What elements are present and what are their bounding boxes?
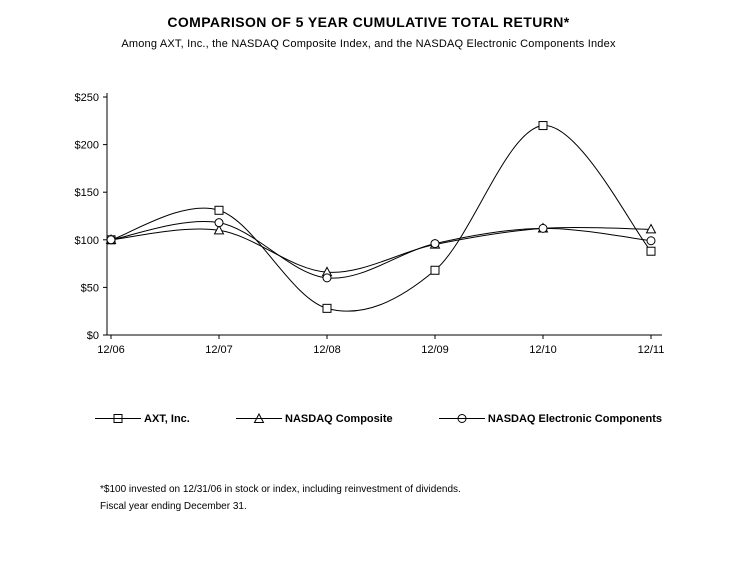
marker-square-2 [322, 303, 332, 313]
legend-marker-square-icon [95, 414, 141, 423]
legend-item-2: NASDAQ Electronic Components [438, 412, 662, 425]
marker-circle-2 [322, 273, 332, 283]
chart-footnotes: *$100 invested on 12/31/06 in stock or i… [100, 481, 461, 515]
series-line-2 [110, 221, 652, 279]
y-tick-label: $200 [75, 140, 99, 152]
chart-legend: AXT, Inc. NASDAQ Composite NASDAQ Electron… [95, 412, 662, 425]
footnote-line-1: *$100 invested on 12/31/06 in stock or i… [100, 484, 461, 495]
marker-circle-5 [646, 236, 656, 246]
legend-marker-circle-icon [438, 414, 485, 423]
y-tick-label: $0 [87, 330, 99, 342]
legend-label-2: NASDAQ Electronic Components [487, 412, 662, 425]
marker-triangle-5 [645, 223, 657, 234]
y-tick-label: $100 [75, 235, 99, 247]
x-tick-label: 12/10 [529, 344, 557, 356]
series-line-1 [110, 226, 652, 273]
x-tick-label: 12/08 [313, 344, 341, 356]
marker-triangle-1 [213, 224, 225, 235]
marker-circle-3 [430, 239, 440, 249]
legend-item-1: NASDAQ Composite [236, 412, 393, 425]
chart-svg: $0 $50 $100 $150 $200 $250 12/06 12/07 12/08 12/0… [75, 92, 665, 356]
y-tick-label: $250 [75, 92, 99, 104]
x-tick-label: 12/07 [205, 344, 233, 356]
legend-label-0: AXT, Inc. [144, 412, 190, 425]
marker-circle-0 [106, 235, 116, 245]
chart-title: COMPARISON OF 5 YEAR CUMULATIVE TOTAL RE… [167, 14, 570, 30]
legend-marker-triangle-icon [236, 412, 283, 423]
y-tick-label: $50 [81, 282, 99, 294]
x-tick-label: 12/06 [97, 344, 125, 356]
marker-square-5 [646, 246, 656, 256]
marker-circle-4 [538, 223, 548, 233]
marker-square-1 [214, 205, 224, 215]
legend-label-1: NASDAQ Composite [285, 412, 393, 425]
marker-circle-1 [214, 218, 224, 228]
series-line-0 [110, 125, 652, 312]
x-tick-label: 12/09 [421, 344, 449, 356]
footnote-line-2: Fiscal year ending December 31. [100, 501, 247, 512]
x-tick-label: 12/11 [638, 344, 665, 356]
marker-square-4 [538, 121, 548, 131]
y-tick-label: $150 [75, 187, 99, 199]
marker-square-3 [430, 265, 440, 275]
chart-subtitle: Among AXT, Inc., the NASDAQ Composite In… [121, 38, 616, 50]
legend-item-0: AXT, Inc. [95, 412, 190, 425]
